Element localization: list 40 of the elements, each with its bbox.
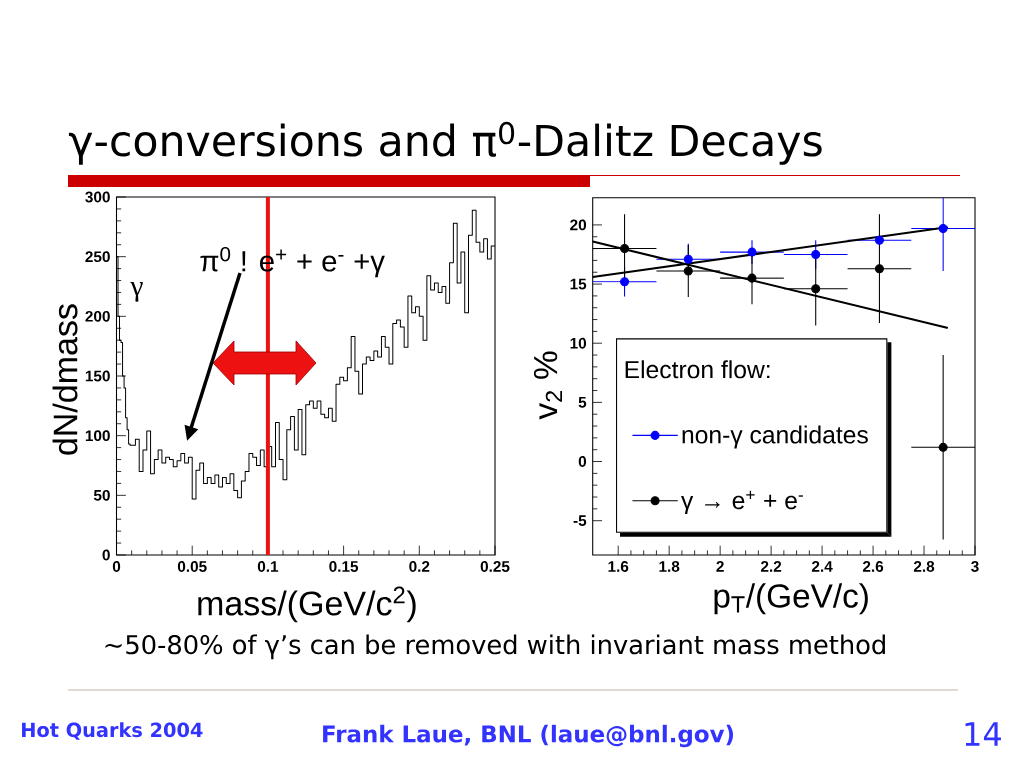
x-tick-label: 1.6 xyxy=(608,561,629,572)
y-tick-label: 10 xyxy=(570,337,587,349)
x-tick-label: 2.4 xyxy=(811,561,833,572)
x-tick-label: 2.8 xyxy=(913,561,935,572)
y-axis-title: dN/dmass xyxy=(52,304,78,455)
x-tick-label: 1.8 xyxy=(659,561,680,572)
y-tick-label: 300 xyxy=(85,191,110,203)
annotation: γ xyxy=(130,282,143,302)
y-tick-label: 200 xyxy=(85,310,110,322)
y-tick-label: 250 xyxy=(85,251,110,263)
x-tick-label: 0.05 xyxy=(177,561,207,572)
x-axis-title: p$_{T}$/(GeV/c) xyxy=(714,583,868,615)
legend-label: γ → e$^{+}$ + e$^{-}$ xyxy=(681,490,803,515)
y-tick-label: 20 xyxy=(570,219,587,231)
chart-title: γ-conversions and π$^{0}$-Dalitz Decays xyxy=(68,121,822,165)
x-tick-label: 2 xyxy=(716,561,724,572)
x-tick-label: 0.2 xyxy=(409,561,430,572)
text: 14 xyxy=(965,722,1001,746)
text: Frank Laue, BNL (laue@bnl.gov) xyxy=(323,724,734,748)
x-axis-title: mass/(GeV/c$^{2}$) xyxy=(198,586,416,623)
x-tick-label: 0.15 xyxy=(329,561,359,572)
x-tick-label: 2.6 xyxy=(862,561,884,572)
y-axis-title: v$_{2}$ % xyxy=(533,351,563,420)
y-tick-label: 5 xyxy=(578,397,587,408)
legend-title: Electron flow: xyxy=(625,360,770,379)
x-tick-label: 0.1 xyxy=(257,561,279,572)
y-tick-label: 50 xyxy=(93,489,110,501)
y-tick-label: 150 xyxy=(85,370,110,382)
y-tick-label: 0 xyxy=(578,456,587,467)
text: Hot Quarks 2004 xyxy=(22,722,203,740)
y-tick-label: 100 xyxy=(85,430,110,442)
y-tick-label: 15 xyxy=(570,278,587,290)
y-tick-label: 0 xyxy=(102,549,110,561)
x-tick-label: 0.25 xyxy=(480,561,510,572)
x-tick-label: 2.2 xyxy=(760,561,782,572)
x-tick-label: 0 xyxy=(112,561,121,572)
legend-label: non-γ candidates xyxy=(682,425,868,449)
x-tick-label: 3 xyxy=(971,561,979,572)
text: ~50-80% of γ’s can be removed with invariant mass method xyxy=(105,634,885,660)
y-tick-label: -5 xyxy=(573,515,587,527)
